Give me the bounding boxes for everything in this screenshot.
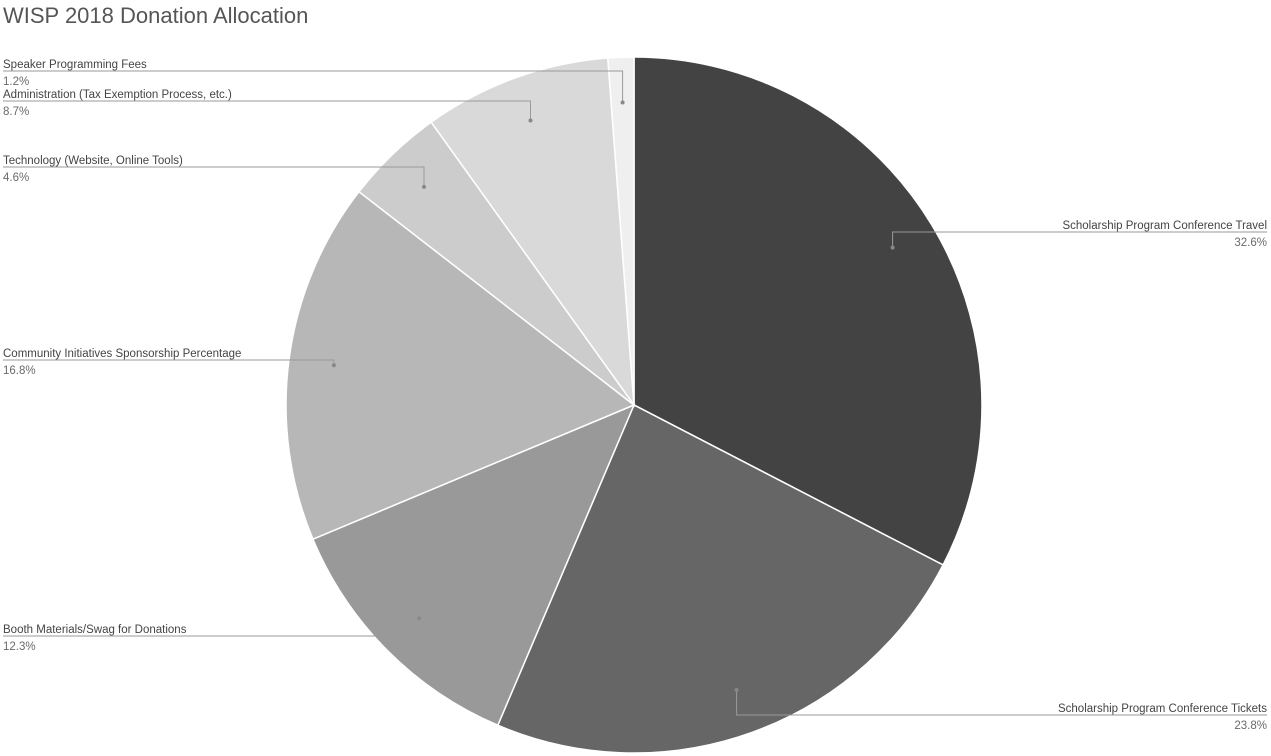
leader-dot-speaker-programming-fees (620, 100, 625, 105)
leader-dot-administration-tax-exemption-process-etc (528, 118, 533, 123)
chart-title: WISP 2018 Donation Allocation (3, 3, 308, 28)
slice-label-scholarship-program-conference-tickets: Scholarship Program Conference Tickets (1058, 703, 1267, 715)
leader-dot-scholarship-program-conference-travel (890, 245, 895, 250)
slice-percent-administration-tax-exemption-process-etc: 8.7% (3, 106, 29, 118)
leader-dot-scholarship-program-conference-tickets (734, 687, 739, 692)
pie-slice-community-initiatives-sponsorship-percentage (285, 190, 636, 541)
slice-label-scholarship-program-conference-travel: Scholarship Program Conference Travel (1062, 220, 1267, 232)
slice-percent-speaker-programming-fees: 1.2% (3, 76, 29, 88)
slice-percent-booth-materials-swag-for-donations: 12.3% (3, 641, 36, 653)
leader-line-scholarship-program-conference-tickets (736, 689, 1267, 716)
leader-dot-technology-website-online-tools (422, 184, 426, 189)
slice-label-community-initiatives-sponsorship-percentage: Community Initiatives Sponsorship Percen… (3, 348, 241, 360)
leader-dot-booth-materials-swag-for-donations (417, 616, 422, 621)
pie-slice-speaker-programming-fees (606, 56, 635, 406)
slice-percent-scholarship-program-conference-travel: 32.6% (1234, 237, 1267, 249)
leader-line-administration-tax-exemption-process-etc (3, 100, 531, 121)
leader-line-booth-materials-swag-for-donations (3, 618, 420, 637)
pie-slice-scholarship-program-conference-tickets (496, 403, 945, 754)
pie-slices (285, 56, 983, 754)
slice-labels: Scholarship Program Conference Travel 32.… (3, 59, 1267, 732)
leader-line-speaker-programming-fees (3, 70, 624, 103)
leader-line-technology-website-online-tools (3, 166, 425, 187)
slice-label-technology-website-online-tools: Technology (Website, Online Tools) (3, 155, 183, 167)
slice-percent-technology-website-online-tools: 4.6% (3, 172, 29, 184)
slice-label-booth-materials-swag-for-donations: Booth Materials/Swag for Donations (3, 624, 187, 636)
slice-label-speaker-programming-fees: Speaker Programming Fees (3, 59, 147, 71)
leader-line-scholarship-program-conference-travel (892, 231, 1267, 248)
slice-percent-community-initiatives-sponsorship-percentage: 16.8% (3, 365, 36, 377)
leader-dot-community-initiatives-sponsorship-percentage (331, 363, 336, 368)
slice-label-administration-tax-exemption-process-etc: Administration (Tax Exemption Process, e… (3, 89, 232, 101)
slice-percent-scholarship-program-conference-tickets: 23.8% (1234, 720, 1267, 732)
pie-slice-administration-tax-exemption-process-etc (430, 57, 635, 408)
pie-slice-booth-materials-swag-for-donations (311, 403, 636, 727)
leader-line-community-initiatives-sponsorship-percentage (3, 359, 335, 366)
pie-slice-scholarship-program-conference-travel (633, 56, 983, 566)
